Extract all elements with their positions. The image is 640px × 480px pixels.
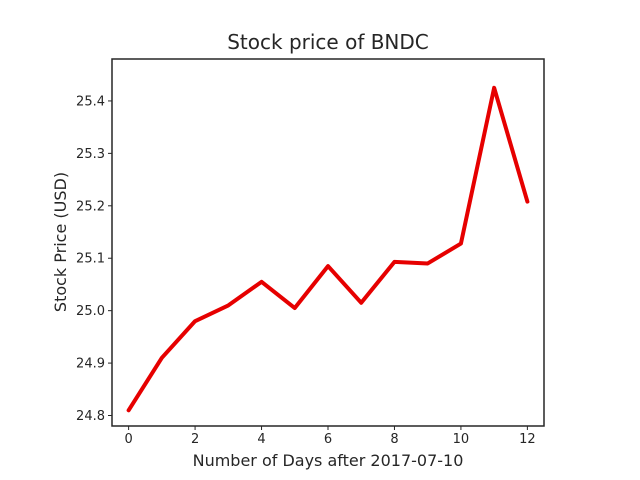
y-tick-label: 25.4 — [76, 94, 105, 109]
y-tick-label: 24.8 — [76, 409, 105, 424]
x-tick-label: 0 — [124, 432, 132, 447]
x-tick-label: 12 — [519, 432, 536, 447]
plot-area — [112, 59, 544, 426]
series-layer — [126, 85, 530, 413]
series-line-0 — [126, 85, 530, 413]
y-tick-label: 25.2 — [76, 199, 105, 214]
x-axis-label: Number of Days after 2017-07-10 — [193, 451, 464, 470]
x-tick-label: 8 — [390, 432, 398, 447]
chart-title: Stock price of BNDC — [227, 30, 429, 54]
x-tick-label: 2 — [191, 432, 199, 447]
y-axis-ticks: 24.8 24.9 25.0 25.1 25.2 25.3 25.4 — [76, 94, 112, 424]
y-tick-label: 24.9 — [76, 357, 105, 372]
y-tick-label: 25.3 — [76, 147, 105, 162]
y-tick-label: 25.0 — [76, 304, 105, 319]
x-tick-label: 4 — [257, 432, 265, 447]
x-axis-ticks: 0 2 4 6 8 10 12 — [124, 426, 536, 447]
y-tick-label: 25.1 — [76, 252, 105, 267]
x-tick-label: 10 — [453, 432, 470, 447]
x-tick-label: 6 — [324, 432, 332, 447]
y-axis-label: Stock Price (USD) — [51, 172, 70, 312]
